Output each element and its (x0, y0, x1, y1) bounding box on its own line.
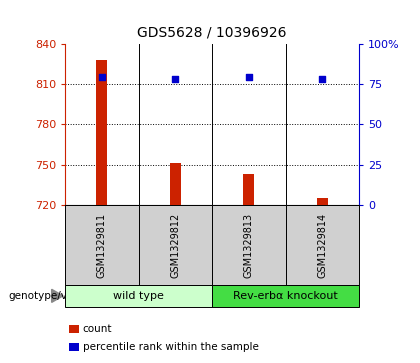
Title: GDS5628 / 10396926: GDS5628 / 10396926 (137, 26, 287, 40)
Text: GSM1329813: GSM1329813 (244, 212, 254, 278)
Polygon shape (52, 289, 63, 302)
Point (245, 74, 252, 80)
Bar (317, 198, 328, 205)
Text: GSM1329811: GSM1329811 (97, 212, 107, 278)
Bar (96, 60, 108, 205)
Point (98, 74, 105, 80)
Text: wild type: wild type (113, 291, 164, 301)
Point (319, 76, 326, 82)
Text: GSM1329812: GSM1329812 (171, 212, 180, 278)
Point (172, 76, 179, 82)
Text: GSM1329814: GSM1329814 (318, 212, 327, 278)
Bar (243, 174, 255, 205)
Text: genotype/variation: genotype/variation (8, 291, 108, 301)
Text: percentile rank within the sample: percentile rank within the sample (83, 342, 259, 352)
Text: Rev-erbα knockout: Rev-erbα knockout (233, 291, 338, 301)
Text: count: count (83, 323, 112, 334)
Bar (170, 163, 181, 205)
